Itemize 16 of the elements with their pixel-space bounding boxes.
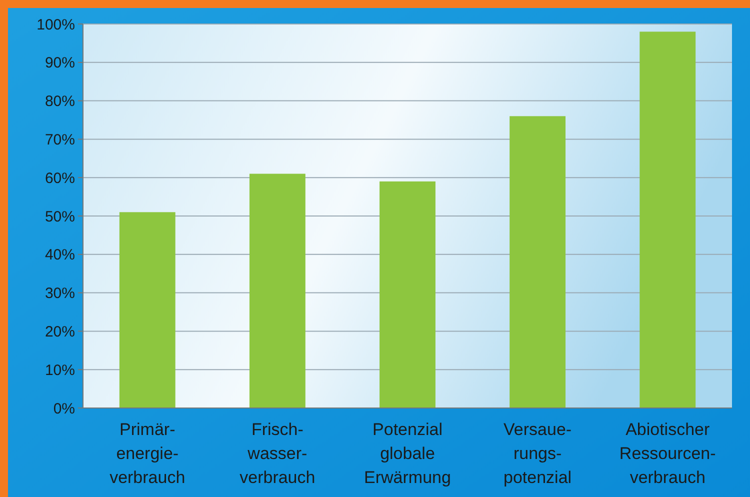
y-tick-label: 100% xyxy=(36,16,75,34)
y-tick-label: 30% xyxy=(44,285,75,302)
x-tick-label: Versaue- rungs- potenzial xyxy=(504,420,572,487)
y-tick-label: 90% xyxy=(44,54,75,72)
y-tick-label: 0% xyxy=(53,400,75,418)
y-tick-label: 80% xyxy=(44,93,75,110)
y-tick-label: 70% xyxy=(44,131,75,148)
y-tick-label: 10% xyxy=(44,362,75,379)
y-tick-label: 40% xyxy=(44,246,75,264)
y-tick-label: 60% xyxy=(44,170,75,187)
x-tick-label: Potenzial globale Erwärmung xyxy=(364,420,451,487)
y-tick-label: 20% xyxy=(44,323,75,340)
x-tick-label: Primär- energie- verbrauch xyxy=(110,420,186,487)
x-tick-label: Frisch- wasser- verbrauch xyxy=(240,420,316,487)
y-tick-label: 50% xyxy=(44,208,75,226)
x-tick-label: Abiotischer Ressourcen- verbrauch xyxy=(619,420,716,487)
